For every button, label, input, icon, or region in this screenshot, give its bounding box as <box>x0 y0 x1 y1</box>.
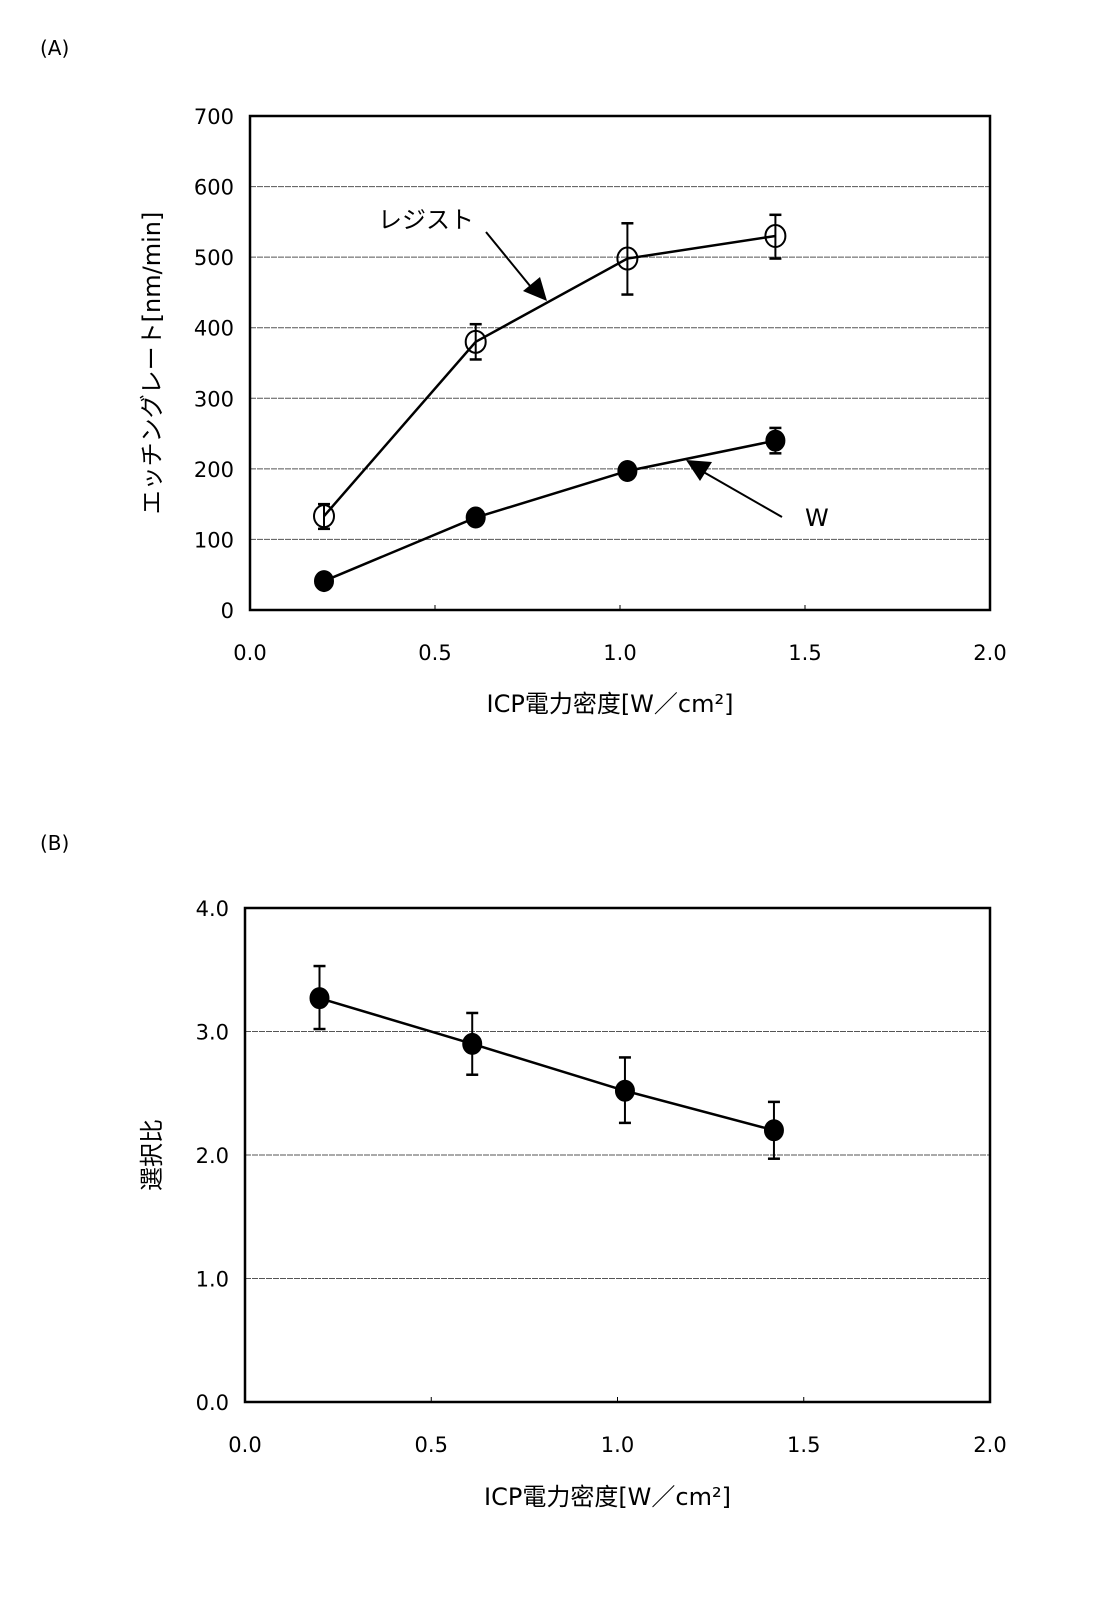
data-point <box>467 508 485 528</box>
data-point <box>618 461 636 481</box>
x-tick-label: 1.5 <box>788 641 821 665</box>
x-tick-label: 1.0 <box>601 1433 634 1457</box>
y-tick-label: 0.0 <box>196 1391 229 1415</box>
x-tick-label: 2.0 <box>973 641 1006 665</box>
series-line <box>320 998 774 1130</box>
data-point <box>315 571 333 591</box>
annotation-w: W <box>805 504 829 532</box>
y-tick-label: 100 <box>194 528 234 552</box>
x-tick-label: 0.5 <box>415 1433 448 1457</box>
y-tick-label: 1.0 <box>196 1268 229 1292</box>
data-point <box>463 1034 481 1054</box>
annotation-arrow <box>486 232 535 292</box>
x-axis-label: ICP電力密度[W／cm²] <box>484 1483 731 1511</box>
series-W <box>315 428 784 591</box>
y-tick-label: 4.0 <box>196 897 229 921</box>
y-tick-label: 300 <box>194 387 234 411</box>
x-tick-label: 0.0 <box>228 1433 261 1457</box>
y-tick-label: 0 <box>221 599 234 623</box>
y-tick-label: 600 <box>194 176 234 200</box>
y-axis-label: エッチングレート[nm/min] <box>138 212 166 515</box>
panel-label: (B) <box>40 831 69 855</box>
series-レジスト <box>314 215 785 529</box>
x-tick-label: 0.0 <box>233 641 266 665</box>
x-tick-label: 1.5 <box>787 1433 820 1457</box>
data-point <box>765 1120 783 1140</box>
y-tick-label: 3.0 <box>196 1021 229 1045</box>
y-tick-label: 500 <box>194 246 234 270</box>
arrow-head-icon <box>686 460 712 481</box>
x-tick-label: 0.5 <box>418 641 451 665</box>
annotation-arrow <box>700 470 782 517</box>
y-tick-label: 400 <box>194 317 234 341</box>
y-axis-label: 選択比 <box>138 1119 166 1191</box>
annotations: レジスト W <box>378 206 829 532</box>
y-tick-label: 2.0 <box>196 1144 229 1168</box>
plot-frame <box>250 116 990 610</box>
series-0 <box>311 966 783 1159</box>
annotation-resist: レジスト <box>378 206 474 234</box>
data-point <box>311 988 329 1008</box>
panel-label: (A) <box>40 36 69 60</box>
y-tick-label: 200 <box>194 458 234 482</box>
data-point <box>616 1081 634 1101</box>
y-tick-label: 700 <box>194 105 234 129</box>
chart-a: (A) 0 100 200 300 400 500 600 700 0.0 0.5 1.0 1.5 2.0… <box>40 36 1007 718</box>
x-tick-label: 2.0 <box>973 1433 1006 1457</box>
chart-b: (B) 0.0 1.0 2.0 3.0 4.0 0.0 0.5 1.0 1.5 2.0 ICP電力密度… <box>40 831 1007 1511</box>
x-axis-label: ICP電力密度[W／cm²] <box>487 690 734 718</box>
data-point <box>766 431 784 451</box>
x-tick-label: 1.0 <box>603 641 636 665</box>
